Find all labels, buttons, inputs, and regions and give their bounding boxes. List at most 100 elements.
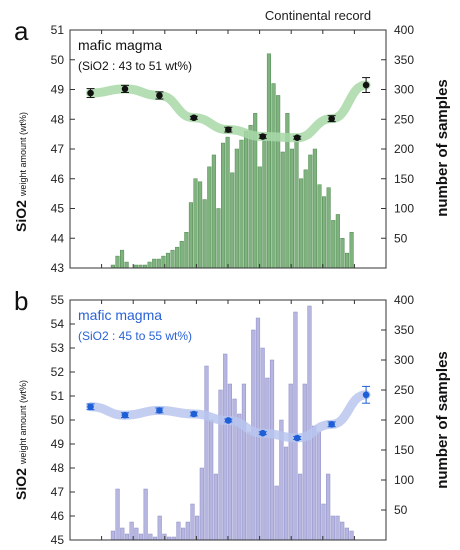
- panel-a-trend: [86, 77, 371, 143]
- panel-a-bar: [165, 252, 171, 269]
- panel-b-bar: [335, 515, 340, 541]
- panel-b-bar: [237, 413, 242, 541]
- panel-a-ylabel: SiO2 weight amount (wt%): [13, 112, 29, 232]
- panel-b-y2tick-label: 150: [394, 443, 414, 457]
- panel-a-bar: [230, 172, 235, 269]
- panel-a-bar: [289, 148, 294, 269]
- panel-b-ylabel-main: SiO2: [13, 468, 29, 500]
- panel-b-bar: [246, 431, 251, 541]
- panel-a-y2tick-label: 400: [394, 23, 414, 37]
- panel-b-bar: [316, 431, 321, 541]
- panel-a-bar: [312, 148, 317, 269]
- panel-b-ytick-label: 50: [51, 413, 65, 427]
- panel-b-bar: [204, 365, 209, 541]
- panel-b-label: b: [14, 286, 28, 316]
- panel-a-ytick-label: 50: [51, 53, 65, 67]
- panel-b-data-point: [362, 385, 371, 404]
- panel-b-y2label: number of samples: [434, 351, 451, 489]
- panel-b-bar: [227, 383, 232, 541]
- figure-title: Continental record: [265, 8, 371, 23]
- panel-a-ylabel-sub: weight amount (wt%): [18, 112, 28, 197]
- panel-a-bar: [349, 232, 354, 269]
- panel-a: a SiO2 weight amount (wt%) number of samp…: [13, 16, 451, 275]
- panel-a-ytick-label: 49: [51, 83, 65, 97]
- panel-a-bar: [184, 232, 189, 269]
- panel-b-trend: [86, 385, 371, 443]
- panel-b-bar: [223, 353, 228, 541]
- panel-b-data-point: [120, 411, 129, 419]
- panel-b-y2tick-label: 250: [394, 383, 414, 397]
- panel-a-bar: [198, 181, 203, 269]
- panel-a-bar: [188, 202, 193, 269]
- panel-b-ylabel-sub: weight amount (wt%): [18, 380, 28, 465]
- panel-a-ytick-label: 47: [51, 142, 65, 156]
- panel-a-bar: [193, 178, 198, 269]
- panel-b-data-point: [155, 407, 164, 414]
- panel-b-bar: [213, 473, 218, 541]
- panel-a-bar: [124, 261, 129, 269]
- panel-a-y2tick-label: 100: [394, 202, 414, 216]
- panel-a-bar: [225, 136, 230, 269]
- panel-b-bar: [330, 515, 335, 541]
- panel-b-bar: [185, 521, 190, 541]
- panel-a-bar: [335, 214, 340, 269]
- panel-a-data-point: [327, 115, 336, 123]
- panel-b-y2tick-label: 300: [394, 353, 414, 367]
- panel-b-axes: 45 46 47 48 49 50 51 52 53 54 55 50 100 150 200 250 300 3…: [51, 293, 415, 547]
- panel-b-bar: [157, 515, 162, 541]
- panel-a-axes: 43 44 45 46 47 48 49 50 51 50 100 150 200 250 300 350 40…: [51, 23, 415, 275]
- panel-b-bar: [190, 503, 195, 541]
- panel-b-bar: [120, 527, 125, 541]
- panel-b-bar: [340, 521, 345, 541]
- panel-b-bar: [138, 533, 144, 541]
- panel-a-bar: [234, 148, 239, 269]
- panel-b-bar: [110, 530, 116, 541]
- panel-b-bar: [218, 389, 223, 541]
- panel-b-y2tick-label: 50: [394, 503, 408, 517]
- panel-b-data-point: [258, 429, 267, 437]
- panel-b-data-point: [327, 421, 336, 428]
- panel-b-bar: [115, 488, 120, 541]
- panel-b-y2tick-label: 100: [394, 473, 414, 487]
- panel-b-ytick-label: 49: [51, 437, 65, 451]
- panel-b-bar: [265, 377, 270, 541]
- panel-a-ytick-label: 48: [51, 112, 65, 126]
- panel-b-bar: [293, 311, 298, 541]
- panel-a-bar: [317, 184, 322, 269]
- panel-a-label: a: [14, 16, 29, 46]
- panel-b-bar: [148, 533, 153, 541]
- panel-b-ytick-label: 51: [51, 389, 65, 403]
- panel-b-bar: [176, 521, 181, 541]
- panel-b-bar: [312, 425, 317, 541]
- panel-a-bar: [248, 124, 253, 269]
- panel-a-bar: [170, 249, 175, 269]
- panel-b-bar: [143, 488, 148, 541]
- panel-a-y2label: number of samples: [434, 79, 451, 217]
- panel-a-bar: [120, 249, 125, 269]
- panel-b-bar: [241, 383, 247, 541]
- panel-a-bar: [344, 252, 350, 269]
- panel-b-bar: [199, 467, 204, 541]
- panel-a-bar: [331, 220, 336, 269]
- panel-b-bar: [326, 473, 331, 541]
- panel-b-histogram: [110, 305, 354, 541]
- panel-b-ytick-label: 53: [51, 341, 65, 355]
- panel-b-ytick-label: 46: [51, 509, 65, 523]
- panel-b-bar: [349, 530, 354, 541]
- panel-a-ytick-label: 44: [51, 231, 65, 245]
- panel-b-legend-subtitle: (SiO2 : 45 to 55 wt%): [78, 329, 192, 343]
- panel-a-bar: [262, 136, 267, 269]
- panel-b-data-point: [86, 403, 95, 411]
- panel-a-ytick-label: 43: [51, 261, 65, 275]
- panel-a-bar: [243, 130, 249, 269]
- panel-a-bar: [239, 139, 244, 269]
- panel-a-histogram: [110, 53, 354, 269]
- panel-a-bar: [276, 95, 281, 269]
- panel-a-bar: [207, 166, 212, 269]
- panel-b-bar: [344, 527, 349, 541]
- panel-b-bar: [298, 473, 303, 541]
- panel-a-y2tick-label: 350: [394, 53, 414, 67]
- panel-b-bar: [274, 485, 279, 541]
- panel-a-bar: [271, 83, 276, 269]
- panel-b-ytick-label: 47: [51, 485, 65, 499]
